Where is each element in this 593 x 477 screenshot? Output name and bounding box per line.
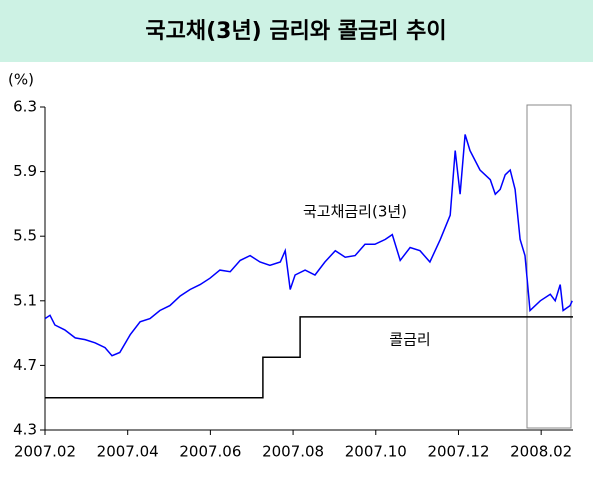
series-label: 콜금리	[389, 331, 430, 349]
series-label: 국고채금리(3년)	[303, 203, 407, 221]
x-tick-label: 2007.10	[345, 443, 407, 461]
highlight-box	[526, 104, 572, 429]
x-tick-label: 2007.08	[262, 443, 324, 461]
y-tick-label: 4.7	[13, 356, 37, 374]
y-tick-label: 4.3	[13, 421, 37, 439]
y-axis-label: (%)	[8, 71, 34, 89]
y-tick-label: 5.9	[13, 162, 37, 180]
title-banner	[0, 0, 593, 62]
x-tick-label: 2007.04	[97, 443, 159, 461]
x-tick-label: 2007.12	[427, 443, 489, 461]
series-line	[45, 316, 573, 399]
y-tick-label: 5.5	[13, 227, 37, 245]
x-tick-label: 2008.02	[510, 443, 572, 461]
x-tick-label: 2007.02	[14, 443, 76, 461]
chart-title: 국고채(3년) 금리와 콜금리 추이	[145, 19, 446, 44]
x-tick-label: 2007.06	[179, 443, 241, 461]
series-line	[44, 134, 573, 357]
y-tick-label: 5.1	[13, 291, 37, 309]
y-tick-label: 6.3	[13, 98, 37, 116]
